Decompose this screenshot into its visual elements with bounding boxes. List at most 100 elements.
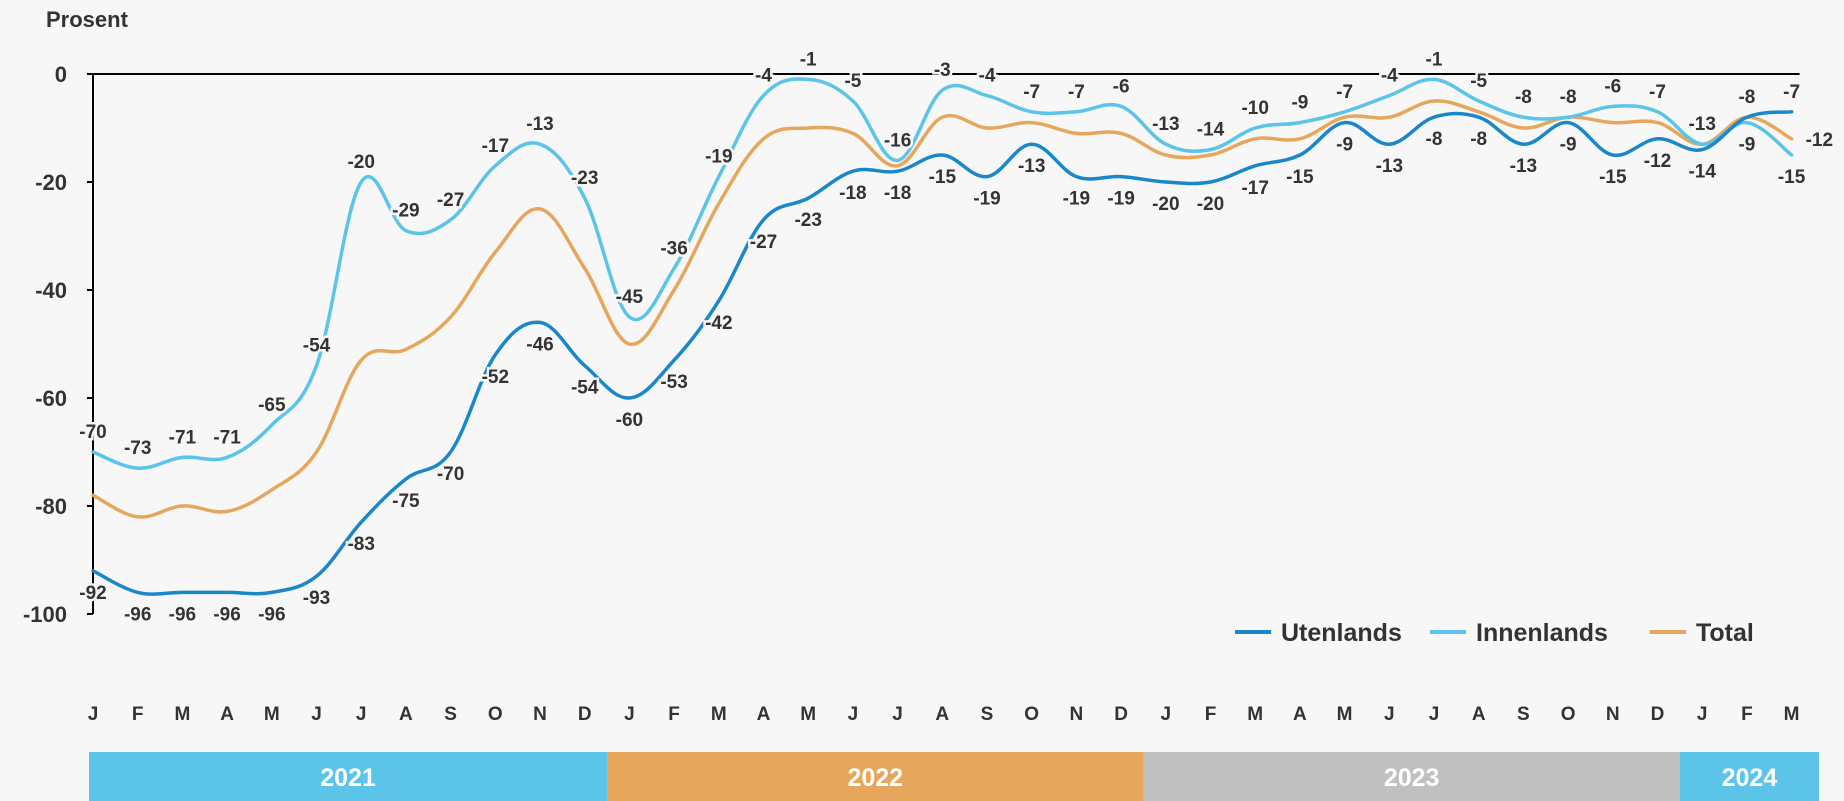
data-label-utenlands: -18 [839, 183, 866, 204]
x-tick-label: S [981, 704, 994, 725]
y-tick-label: -20 [35, 170, 67, 195]
data-label-utenlands: -13 [1376, 156, 1403, 177]
year-band-2024 [1679, 752, 1819, 801]
x-tick-label: J [624, 704, 635, 725]
data-label-utenlands: -19 [1063, 189, 1090, 210]
x-tick-label: M [174, 704, 190, 725]
x-tick-label: N [533, 704, 547, 725]
year-label: 2022 [847, 764, 903, 792]
x-tick-label: J [1429, 704, 1440, 725]
year-band-2022 [607, 752, 1144, 801]
year-band-2023 [1143, 752, 1680, 801]
y-tick-label: 0 [55, 62, 67, 87]
data-label-innenlands: -10 [1241, 98, 1268, 119]
data-label-innenlands: -5 [844, 71, 861, 92]
data-label-innenlands: -9 [1738, 135, 1755, 156]
x-tick-label: A [1472, 704, 1486, 725]
x-tick-label: M [264, 704, 280, 725]
legend-label-innenlands: Innenlands [1476, 619, 1608, 647]
x-tick-label: A [220, 704, 234, 725]
data-label-utenlands: -8 [1738, 87, 1755, 108]
data-label-utenlands: -92 [79, 583, 106, 604]
x-tick-label: M [1247, 704, 1263, 725]
data-label-innenlands: -16 [884, 130, 911, 151]
x-tick-label: J [848, 704, 859, 725]
x-tick-label: F [1205, 704, 1217, 725]
legend: Utenlands Innenlands Total [1235, 619, 1754, 647]
data-label-innenlands: -14 [1197, 120, 1225, 141]
data-label-innenlands: -19 [705, 147, 732, 168]
data-label-innenlands: -7 [1336, 82, 1353, 103]
axes-group: 0 -20 -40 -60 -80 -100 J F M A M J J A S O N D J F M A M J J A S O N… [23, 62, 1800, 725]
data-label-innenlands: -13 [1688, 114, 1715, 135]
x-tick-label: S [1517, 704, 1530, 725]
data-label-utenlands: -70 [437, 464, 464, 485]
data-label-utenlands: -27 [750, 232, 777, 253]
data-label-utenlands: -96 [169, 604, 196, 625]
series-line-total [91, 99, 1794, 519]
data-label-utenlands: -54 [571, 378, 599, 399]
data-label-utenlands: -20 [1197, 194, 1224, 215]
data-label-innenlands: -6 [1604, 76, 1621, 97]
year-label: 2024 [1722, 764, 1778, 792]
data-label-innenlands: -70 [79, 422, 106, 443]
data-label-utenlands: -60 [616, 410, 643, 431]
data-label-innenlands: -15 [1778, 167, 1806, 188]
data-label-utenlands: -8 [1470, 129, 1487, 150]
x-tick-label: J [1384, 704, 1395, 725]
x-tick-label: F [1741, 704, 1753, 725]
year-label: 2021 [320, 764, 376, 792]
y-axis-title: Prosent [46, 7, 129, 32]
data-label-utenlands: -9 [1560, 135, 1577, 156]
x-tick-label: D [1114, 704, 1128, 725]
data-label-innenlands: -8 [1515, 87, 1532, 108]
data-label-innenlands: -17 [482, 136, 509, 157]
x-tick-label: O [1561, 704, 1576, 725]
x-tick-label: M [711, 704, 727, 725]
data-label-innenlands: -4 [755, 66, 772, 87]
data-label-total: -12 [1806, 130, 1833, 151]
data-label-innenlands: -27 [437, 190, 464, 211]
series-line-innenlands [91, 77, 1794, 470]
series-line-utenlands [91, 110, 1794, 596]
data-label-utenlands: -52 [482, 367, 509, 388]
data-label-innenlands: -73 [124, 438, 151, 459]
y-tick-label: -40 [35, 278, 67, 303]
x-tick-label: J [1161, 704, 1172, 725]
year-bands: 2021 2022 2023 2024 [89, 752, 1819, 801]
data-label-innenlands: -9 [1291, 93, 1308, 114]
data-label-utenlands: -96 [124, 604, 151, 625]
data-label-utenlands: -96 [213, 604, 240, 625]
data-label-utenlands: -15 [1599, 167, 1627, 188]
x-tick-label: A [1293, 704, 1307, 725]
data-label-innenlands: -1 [1426, 49, 1443, 70]
series-lines [91, 77, 1794, 596]
data-label-innenlands: -71 [169, 427, 197, 448]
data-label-utenlands: -8 [1426, 129, 1443, 150]
data-label-innenlands: -4 [1381, 66, 1398, 87]
data-label-utenlands: -14 [1688, 162, 1716, 183]
y-tick-label: -60 [35, 386, 67, 411]
x-tick-label: J [88, 704, 99, 725]
data-label-utenlands: -96 [258, 604, 285, 625]
data-label-innenlands: -23 [571, 168, 598, 189]
data-label-innenlands: -54 [303, 336, 331, 357]
data-label-innenlands: -20 [347, 152, 374, 173]
data-label-innenlands: -13 [1152, 114, 1179, 135]
x-tick-label: J [311, 704, 322, 725]
x-tick-label: N [1606, 704, 1620, 725]
data-label-utenlands: -12 [1644, 151, 1671, 172]
data-label-utenlands: -20 [1152, 194, 1179, 215]
x-tick-label: A [757, 704, 771, 725]
data-label-utenlands: -17 [1241, 178, 1268, 199]
data-label-utenlands: -13 [1510, 156, 1537, 177]
x-tick-label: N [1070, 704, 1084, 725]
data-label-utenlands: -93 [303, 588, 330, 609]
data-label-utenlands: -83 [347, 534, 374, 555]
data-label-utenlands: -42 [705, 313, 732, 334]
x-tick-label: D [1651, 704, 1665, 725]
x-tick-label: M [1337, 704, 1353, 725]
data-label-innenlands: -7 [1649, 82, 1666, 103]
x-tick-label: O [1024, 704, 1039, 725]
